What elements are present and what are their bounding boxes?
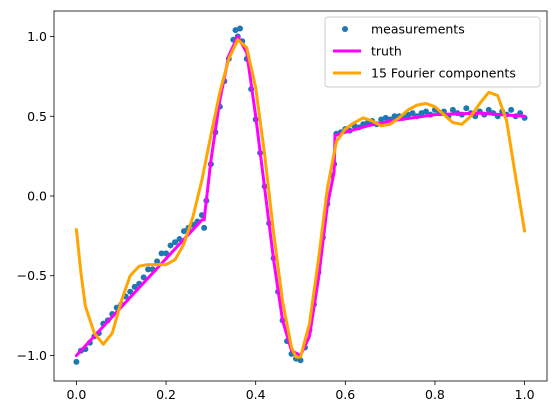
measurement-point xyxy=(201,224,208,231)
measurement-point xyxy=(391,113,398,120)
measurement-point xyxy=(236,25,243,32)
measurement-point xyxy=(145,266,152,273)
measurement-point xyxy=(463,105,470,112)
measurement-point xyxy=(485,106,492,113)
x-tick-label: 0.6 xyxy=(335,387,355,402)
legend-label-1: truth xyxy=(371,44,402,59)
legend-marker-0 xyxy=(342,26,348,32)
measurement-point xyxy=(172,239,179,246)
measurement-point xyxy=(449,106,456,113)
measurement-point xyxy=(154,258,161,265)
y-tick-label: 0.5 xyxy=(27,109,47,124)
measurement-point xyxy=(127,288,134,295)
x-tick-label: 0.2 xyxy=(156,387,176,402)
legend: measurements truth 15 Fourier components xyxy=(324,16,541,88)
y-tick-label: 0.0 xyxy=(27,189,47,204)
x-tick-label: 0.0 xyxy=(66,387,86,402)
series-layer xyxy=(73,25,528,365)
measurement-point xyxy=(180,228,187,235)
y-tick-label: −1.0 xyxy=(17,348,47,363)
measurement-point xyxy=(131,283,138,290)
measurement-point xyxy=(158,250,165,257)
measurement-point xyxy=(508,106,515,113)
legend-label-2: 15 Fourier components xyxy=(371,66,516,81)
x-tick-label: 0.4 xyxy=(246,387,266,402)
y-tick-label: −0.5 xyxy=(17,268,47,283)
measurement-point xyxy=(73,358,80,365)
x-tick-label: 0.8 xyxy=(425,387,445,402)
measurement-point xyxy=(140,274,147,281)
measurement-point xyxy=(409,110,416,117)
axis-ticks: 0.0 0.2 0.4 0.6 0.8 1.0 −1.0 −0.5 0.0 0.5 1.0 xyxy=(17,29,535,402)
fourier-line xyxy=(74,38,527,359)
legend-box xyxy=(324,16,541,88)
y-tick-label: 1.0 xyxy=(27,29,47,44)
measurement-point xyxy=(167,242,174,249)
measurement-point xyxy=(422,108,429,115)
legend-label-0: measurements xyxy=(371,22,465,37)
x-tick-label: 1.0 xyxy=(515,387,535,402)
measurement-point xyxy=(297,357,304,364)
